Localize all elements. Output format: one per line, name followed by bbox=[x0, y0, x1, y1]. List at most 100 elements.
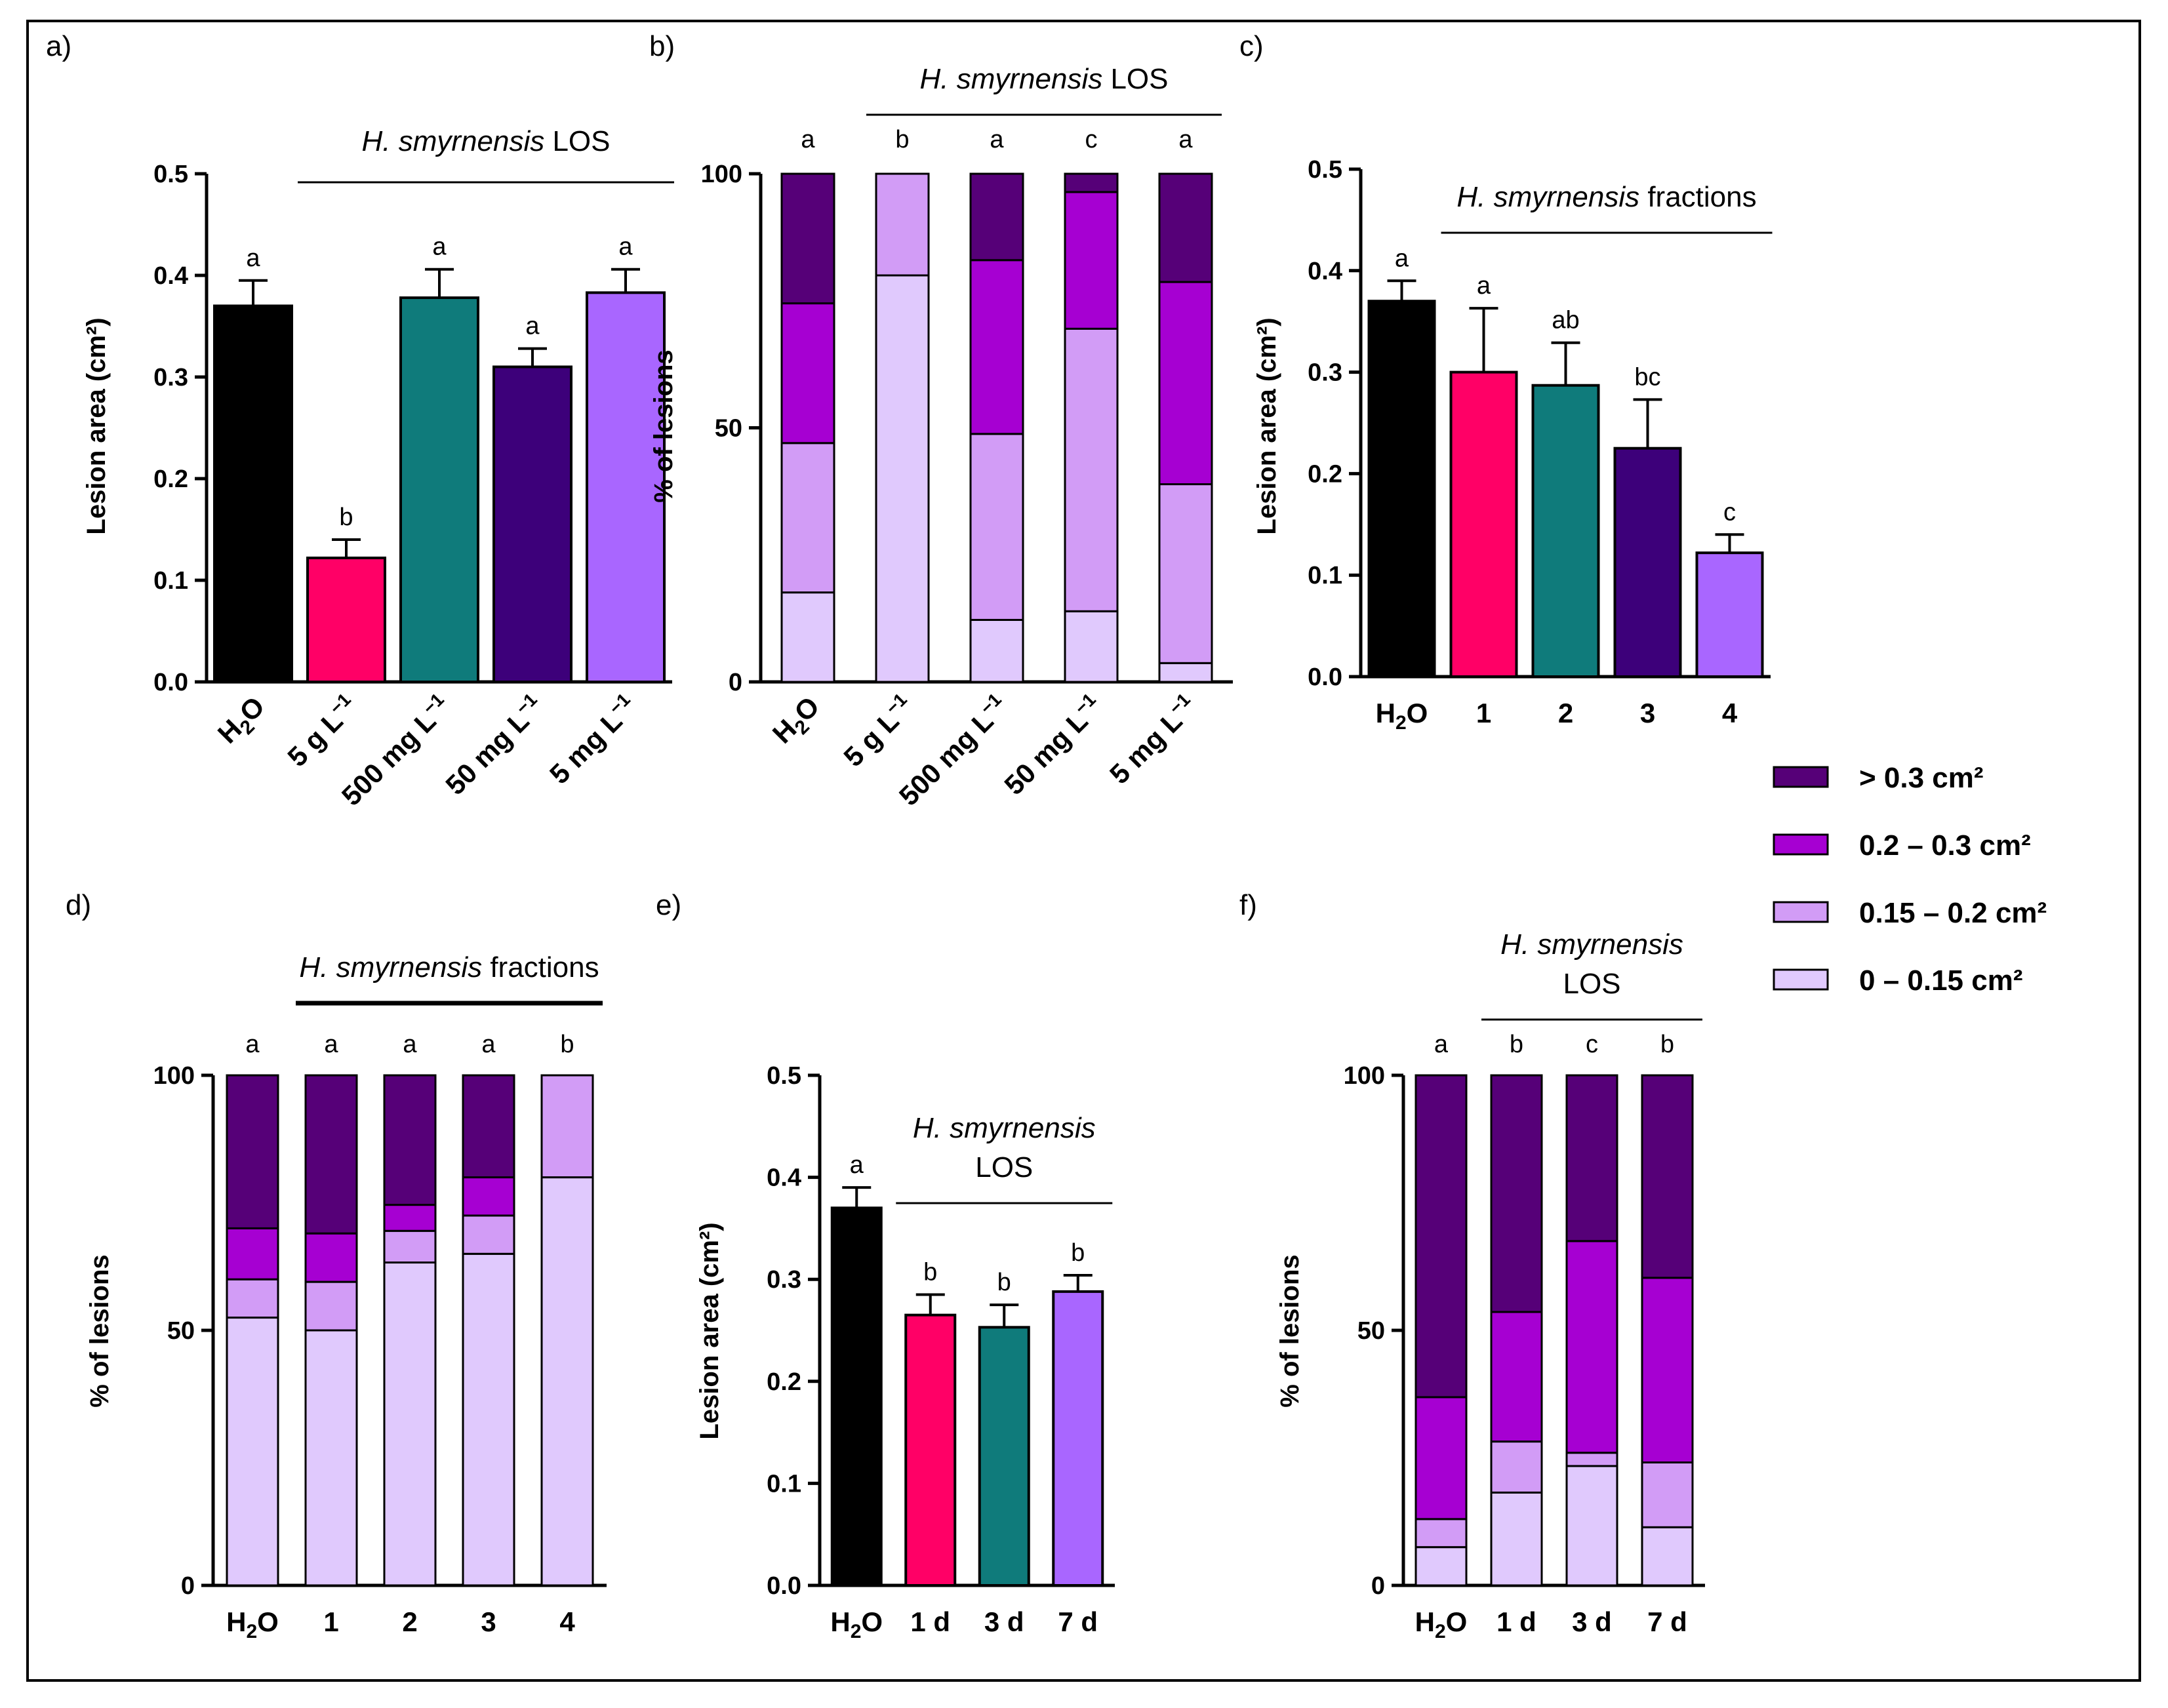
group-title-line2: LOS bbox=[1563, 968, 1620, 1000]
y-tick-label: 0.5 bbox=[767, 1062, 801, 1090]
stacked-segment bbox=[383, 1204, 437, 1232]
stacked-segment bbox=[1490, 1491, 1543, 1587]
y-tick-label: 0.3 bbox=[767, 1266, 801, 1294]
group-title: H. smyrnensis bbox=[913, 1112, 1096, 1144]
y-tick-label: 0.5 bbox=[1308, 156, 1342, 184]
x-tick-label: 7 d bbox=[1647, 1606, 1687, 1637]
x-tick-label: 1 d bbox=[910, 1606, 950, 1637]
x-tick-label: 5 g L−1 bbox=[836, 689, 919, 772]
stacked-segment bbox=[1415, 1074, 1468, 1399]
significance-letter: b bbox=[923, 1259, 937, 1286]
significance-letter: c bbox=[1085, 126, 1098, 153]
stacked-segment bbox=[969, 433, 1024, 621]
stacked-segment bbox=[1415, 1396, 1468, 1520]
bar bbox=[586, 291, 666, 684]
group-title-line2: LOS bbox=[975, 1151, 1033, 1183]
significance-letter: b bbox=[895, 126, 909, 153]
x-tick-label: H2O bbox=[830, 1606, 883, 1642]
panel-label: d) bbox=[66, 889, 91, 921]
stacked-segment bbox=[969, 172, 1024, 262]
y-tick-label: 0 bbox=[729, 669, 742, 696]
significance-letter: a bbox=[245, 1031, 260, 1058]
legend-swatch bbox=[1773, 833, 1829, 856]
group-title: H. smyrnensis fractions bbox=[299, 951, 599, 983]
significance-letter: a bbox=[801, 126, 815, 153]
panel-a: a) 0.0 0.1 0.2 0.3 0.4 0.5 Lesion area (cm²) a b a… bbox=[46, 30, 674, 812]
figure-frame bbox=[26, 20, 2141, 1682]
bar bbox=[978, 1326, 1030, 1587]
significance-letter: a bbox=[618, 233, 633, 261]
legend-label: 0.15 – 0.2 cm² bbox=[1859, 897, 2047, 929]
significance-letter: b bbox=[339, 504, 353, 531]
significance-letter: b bbox=[1660, 1031, 1674, 1058]
significance-letter: a bbox=[1434, 1031, 1449, 1058]
panel-label: f) bbox=[1239, 889, 1257, 921]
x-tick-label: 500 mg L−1 bbox=[334, 689, 457, 812]
stacked-segment bbox=[1415, 1546, 1468, 1587]
significance-letter: b bbox=[1510, 1031, 1523, 1058]
y-tick-label: 50 bbox=[715, 415, 742, 443]
stacked-segment bbox=[226, 1317, 279, 1587]
x-tick-label: H2O bbox=[226, 1606, 279, 1642]
x-tick-label: 5 mg L−1 bbox=[1102, 689, 1203, 790]
x-tick-label: 2 bbox=[1558, 698, 1573, 728]
stacked-segment bbox=[1490, 1311, 1543, 1443]
y-tick-label: 0.2 bbox=[767, 1368, 801, 1396]
significance-letter: b bbox=[560, 1031, 574, 1058]
bar bbox=[1531, 384, 1600, 678]
x-tick-label: 50 mg L−1 bbox=[997, 689, 1108, 801]
significance-letter: b bbox=[1071, 1239, 1085, 1267]
significance-letter: bc bbox=[1634, 363, 1660, 391]
legend-swatch bbox=[1773, 766, 1829, 788]
y-tick-label: 0.3 bbox=[1308, 359, 1342, 387]
panel-d: d) 0 50 100 % of lesions a a a a b H2O 1 2 3 4 H. smyrn… bbox=[66, 889, 607, 1642]
panel-label: c) bbox=[1239, 30, 1264, 62]
y-tick-label: 50 bbox=[1357, 1317, 1385, 1345]
stacked-segment bbox=[383, 1074, 437, 1206]
stacked-segment bbox=[780, 442, 835, 594]
x-tick-label: 4 bbox=[1722, 698, 1738, 728]
y-tick-label: 0.0 bbox=[767, 1572, 801, 1600]
significance-letter: c bbox=[1723, 498, 1736, 526]
x-tick-label: 1 bbox=[323, 1606, 338, 1637]
bar bbox=[1613, 447, 1682, 678]
stacked-segment bbox=[1064, 191, 1119, 330]
x-tick-label: 3 d bbox=[984, 1606, 1024, 1637]
bar bbox=[1367, 300, 1436, 678]
stacked-segment bbox=[540, 1074, 594, 1179]
stacked-segment bbox=[462, 1214, 515, 1255]
bar bbox=[213, 304, 293, 683]
stacked-segment bbox=[1158, 281, 1213, 486]
legend-swatch bbox=[1773, 901, 1829, 923]
stacked-segment bbox=[1064, 172, 1119, 193]
significance-letter: a bbox=[246, 245, 260, 272]
y-tick-label: 100 bbox=[701, 161, 742, 188]
y-tick-label: 0.3 bbox=[153, 364, 188, 391]
significance-letter: b bbox=[997, 1269, 1011, 1296]
stacked-segment bbox=[969, 259, 1024, 435]
stacked-segment bbox=[1565, 1452, 1618, 1467]
x-tick-label: 50 mg L−1 bbox=[438, 689, 550, 801]
x-tick-label: H2O bbox=[212, 690, 274, 753]
stacked-segment bbox=[875, 172, 930, 277]
stacked-segment bbox=[875, 274, 930, 683]
stacked-segment bbox=[462, 1176, 515, 1217]
stacked-segment bbox=[1490, 1074, 1543, 1313]
panel-f: f) 0 50 100 % of lesions a b c b H2O 1 d 3 d 7 d H. s… bbox=[1239, 889, 1705, 1642]
y-tick-label: 0.0 bbox=[153, 669, 188, 696]
significance-letter: a bbox=[403, 1031, 417, 1058]
stacked-segment bbox=[1064, 327, 1119, 612]
bar bbox=[1052, 1290, 1104, 1587]
y-tick-label: 0.1 bbox=[767, 1470, 801, 1498]
y-tick-label: 0.1 bbox=[153, 567, 188, 595]
panel-label: b) bbox=[649, 30, 675, 62]
significance-letter: a bbox=[324, 1031, 338, 1058]
x-tick-label: 5 g L−1 bbox=[280, 689, 363, 772]
panel-c: c) 0.0 0.1 0.2 0.3 0.4 0.5 Lesion area (cm²) a a a… bbox=[1239, 30, 1773, 734]
stacked-segment bbox=[1158, 662, 1213, 683]
group-title: H. smyrnensis LOS bbox=[920, 63, 1169, 95]
significance-letter: c bbox=[1586, 1031, 1598, 1058]
y-tick-label: 100 bbox=[153, 1062, 195, 1090]
stacked-segment bbox=[540, 1176, 594, 1587]
